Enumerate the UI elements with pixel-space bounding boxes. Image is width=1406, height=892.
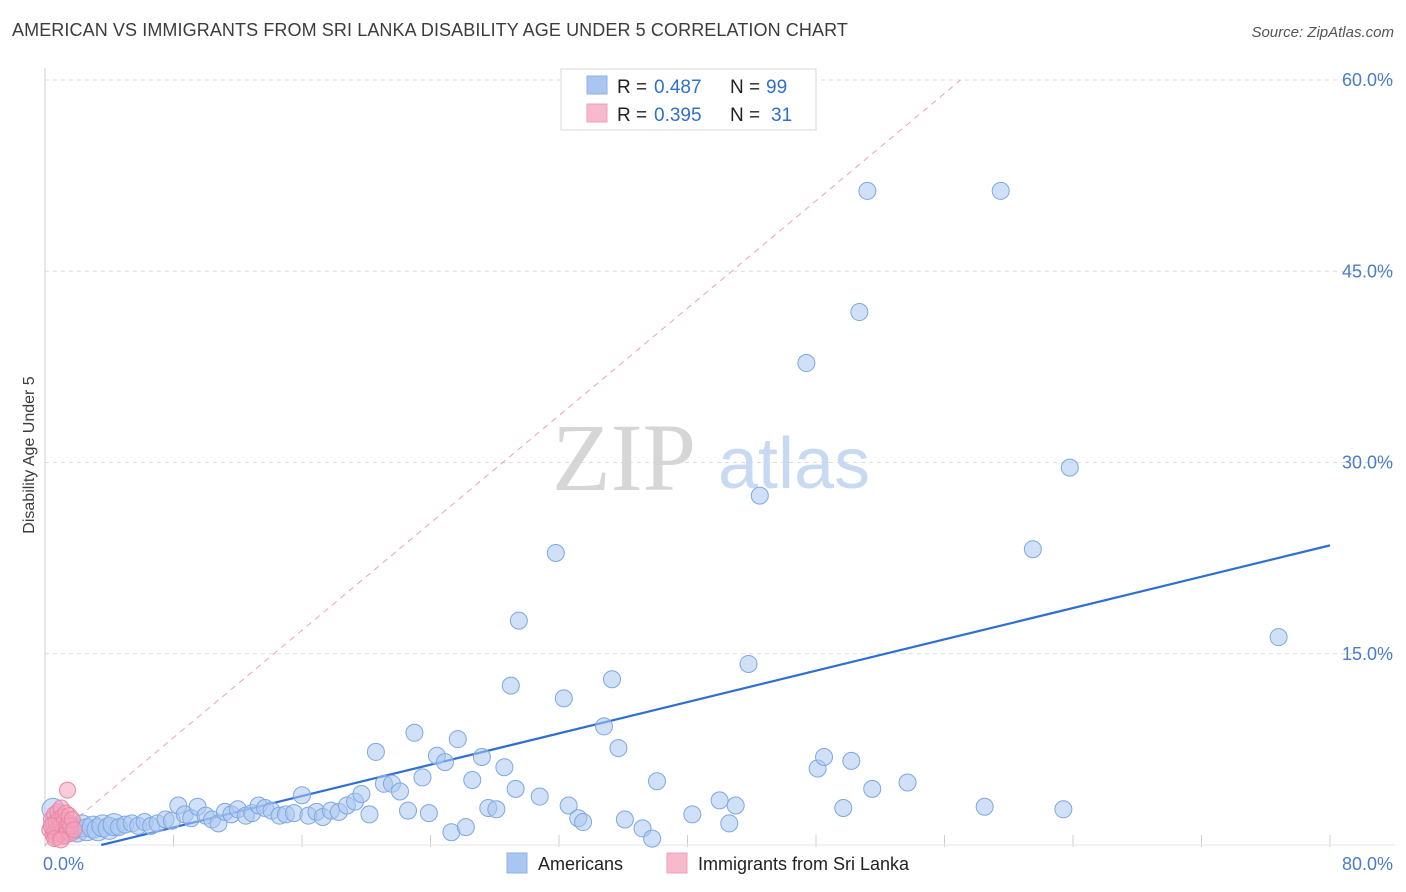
point-americans xyxy=(360,805,379,824)
y-tick-label: 30.0% xyxy=(1342,453,1393,473)
series-legend-sri-lanka: Immigrants from Sri Lanka xyxy=(698,854,910,874)
point-americans xyxy=(413,768,432,787)
trendline-sri-lanka xyxy=(44,79,961,846)
watermark-atlas: atlas xyxy=(718,424,870,504)
point-americans xyxy=(501,676,520,695)
y-tick-label: 15.0% xyxy=(1342,644,1393,664)
legend-n-label-2: N = xyxy=(730,105,760,126)
point-americans xyxy=(991,181,1010,200)
point-americans xyxy=(390,782,409,801)
point-americans xyxy=(530,787,549,806)
point-americans xyxy=(683,805,702,824)
point-americans xyxy=(643,829,662,848)
point-americans xyxy=(815,748,834,767)
data-points xyxy=(41,181,1288,849)
point-americans xyxy=(858,181,877,200)
series-legend-swatch-sri-lanka xyxy=(666,852,688,874)
point-americans xyxy=(750,486,769,505)
point-americans xyxy=(366,742,385,761)
point-sri-lanka xyxy=(65,821,83,839)
grid-lines xyxy=(44,68,1395,847)
point-sri-lanka xyxy=(58,781,76,799)
legend-n-value-2: 31 xyxy=(771,105,792,126)
series-legend-americans: Americans xyxy=(538,854,623,874)
legend-n-label-1: N = xyxy=(730,77,760,98)
y-axis-label: Disability Age Under 5 xyxy=(21,376,38,534)
point-americans xyxy=(456,818,475,837)
point-americans xyxy=(720,814,739,833)
point-americans xyxy=(506,779,525,798)
point-americans xyxy=(448,730,467,749)
legend-n-value-1: 99 xyxy=(766,77,787,98)
correlation-legend: R = 0.487 N = 99 R = 0.395 N = 31 xyxy=(560,68,817,131)
point-americans xyxy=(975,797,994,816)
watermark: ZIP atlas xyxy=(552,404,870,511)
point-americans xyxy=(850,303,869,322)
x-tick-label: 80.0% xyxy=(1342,854,1393,874)
legend-r-value-1: 0.487 xyxy=(654,77,702,98)
y-tick-label: 60.0% xyxy=(1342,70,1393,90)
point-americans xyxy=(435,753,454,772)
y-tick-label: 45.0% xyxy=(1342,261,1393,281)
series-legend-swatch-americans xyxy=(506,852,528,874)
legend-r-label-2: R = xyxy=(617,105,647,126)
point-americans xyxy=(472,748,491,767)
chart-title: AMERICAN VS IMMIGRANTS FROM SRI LANKA DI… xyxy=(12,20,848,40)
point-americans xyxy=(710,791,729,810)
point-americans xyxy=(463,770,482,789)
point-americans xyxy=(1023,540,1042,559)
legend-swatch-sri-lanka xyxy=(586,103,608,123)
point-americans xyxy=(726,796,745,815)
source-label: Source: ZipAtlas.com xyxy=(1251,24,1394,41)
axis-ticks: 15.0% 30.0% 45.0% 60.0% 0.0% 80.0% xyxy=(43,70,1393,874)
point-americans xyxy=(615,810,634,829)
point-americans xyxy=(739,654,758,673)
point-americans xyxy=(559,796,578,815)
point-americans xyxy=(797,354,816,373)
series-legend: Americans Immigrants from Sri Lanka xyxy=(506,852,910,874)
legend-r-value-2: 0.395 xyxy=(654,105,702,126)
point-americans xyxy=(487,800,506,819)
point-americans xyxy=(834,799,853,818)
point-americans xyxy=(603,670,622,689)
point-americans xyxy=(863,779,882,798)
point-americans xyxy=(293,786,311,805)
point-americans xyxy=(647,772,666,791)
point-americans xyxy=(609,739,628,758)
point-americans xyxy=(1054,800,1073,819)
point-americans xyxy=(399,801,418,820)
point-americans xyxy=(1269,628,1288,647)
point-americans xyxy=(509,611,528,630)
point-sri-lanka xyxy=(52,831,70,849)
point-americans xyxy=(419,804,438,823)
legend-swatch-americans xyxy=(586,75,608,95)
point-americans xyxy=(594,717,613,736)
x-tick-label: 0.0% xyxy=(43,854,84,874)
point-americans xyxy=(574,813,593,832)
point-americans xyxy=(554,689,573,708)
point-americans xyxy=(546,544,565,563)
point-americans xyxy=(842,751,861,770)
watermark-zip: ZIP xyxy=(552,404,696,511)
point-americans xyxy=(405,723,424,742)
point-americans xyxy=(898,773,917,792)
legend-r-label-1: R = xyxy=(617,77,647,98)
point-americans xyxy=(495,758,514,777)
point-americans xyxy=(352,785,371,803)
point-americans xyxy=(1060,458,1079,477)
